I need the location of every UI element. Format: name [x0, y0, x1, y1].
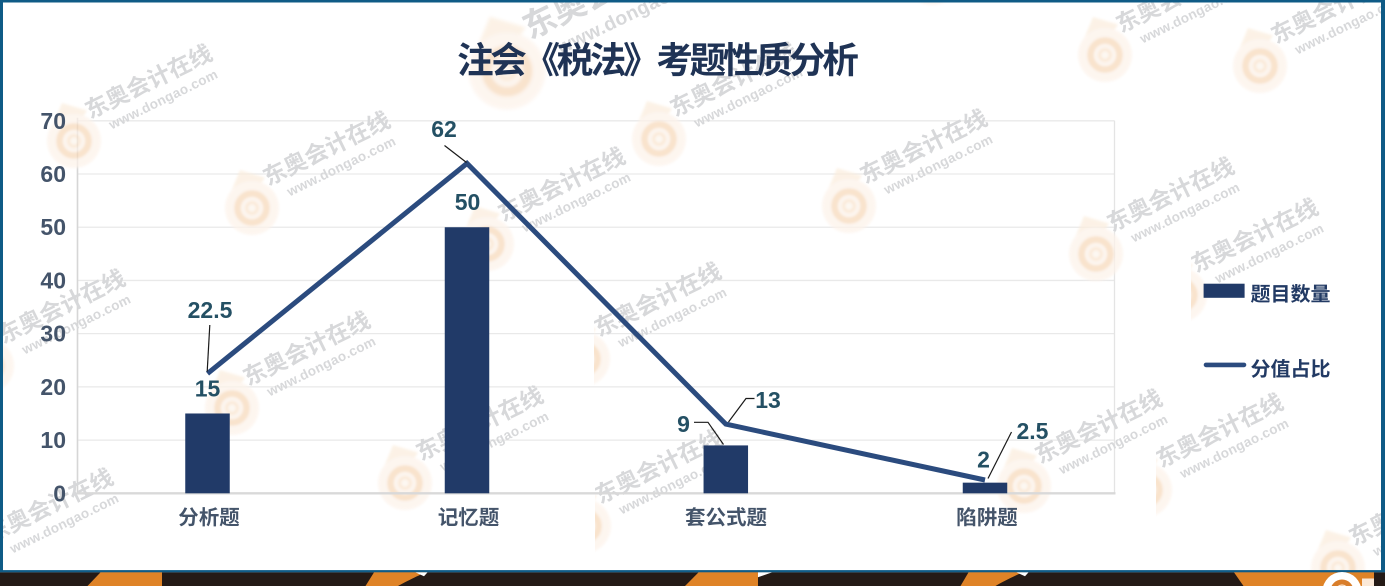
svg-text:62: 62 [431, 116, 457, 142]
svg-text:10: 10 [40, 427, 66, 453]
svg-text:9: 9 [677, 411, 690, 437]
svg-text:50: 50 [40, 214, 66, 240]
svg-text:20: 20 [40, 374, 66, 400]
svg-text:70: 70 [40, 108, 66, 134]
svg-text:22.5: 22.5 [188, 297, 233, 323]
svg-text:2.5: 2.5 [1017, 418, 1049, 444]
svg-text:2: 2 [977, 447, 990, 473]
svg-text:40: 40 [40, 267, 66, 293]
svg-text:13: 13 [755, 387, 781, 413]
svg-text:15: 15 [195, 376, 221, 402]
svg-text:30: 30 [40, 321, 66, 347]
svg-text:50: 50 [455, 189, 481, 215]
svg-text:60: 60 [40, 161, 66, 187]
svg-text:0: 0 [53, 480, 66, 506]
